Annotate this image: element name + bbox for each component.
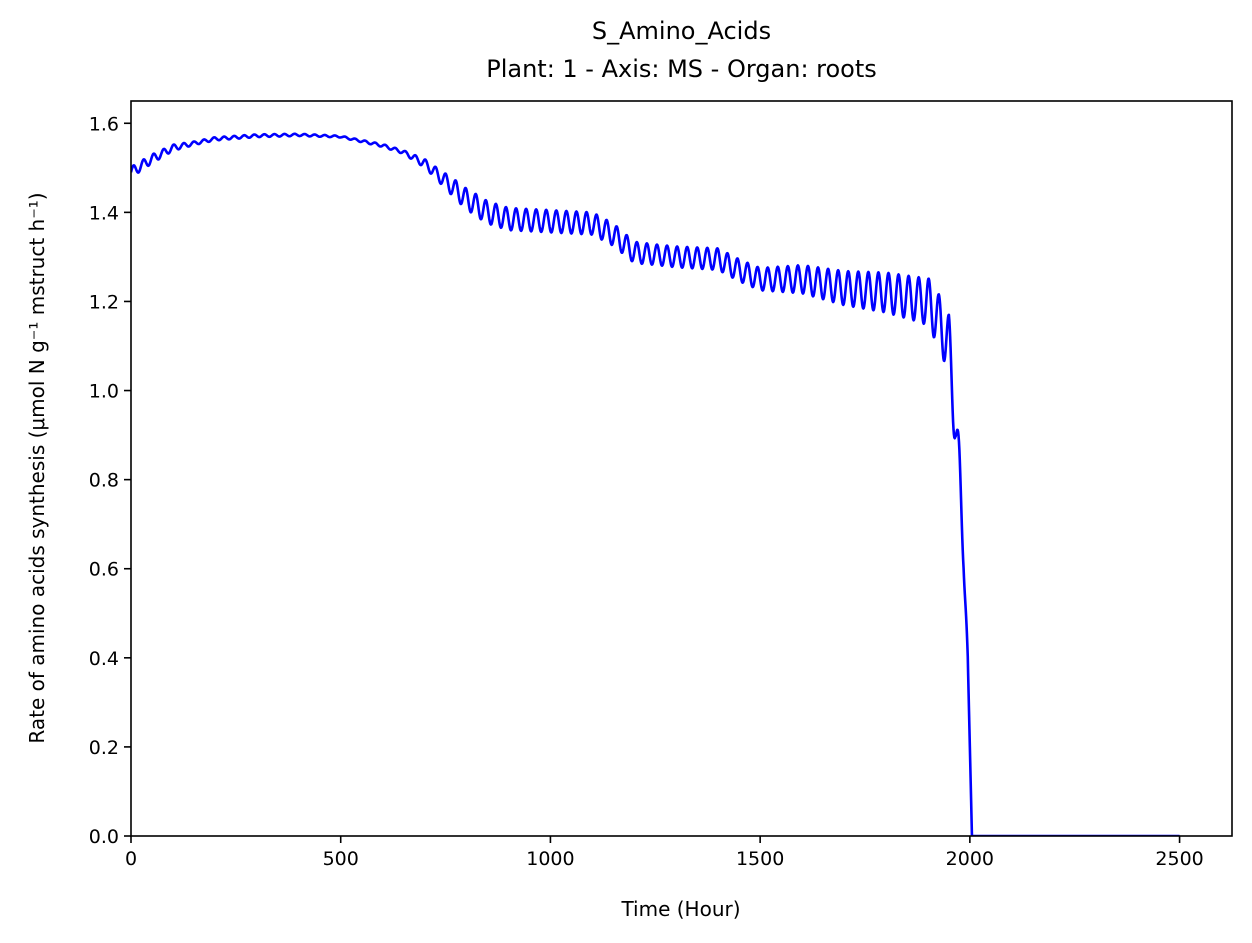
y-tick-label: 1.2: [89, 291, 119, 313]
y-tick-label: 0.2: [89, 737, 119, 759]
y-tick-label: 1.4: [89, 202, 119, 224]
x-axis-label: Time (Hour): [620, 897, 740, 921]
y-axis: 0.0 0.2 0.4 0.6 0.8 1.0 1.2 1.4 1.6: [89, 113, 131, 848]
x-tick-label: 1500: [736, 848, 784, 870]
plot-frame: [130, 100, 1233, 837]
x-tick-label: 2000: [946, 848, 994, 870]
y-axis-label: Rate of amino acids synthesis (μmol N g⁻…: [25, 192, 49, 743]
y-tick-label: 0.6: [89, 559, 119, 581]
y-tick-label: 0.8: [89, 470, 119, 492]
y-tick-label: 0.0: [89, 826, 119, 848]
y-tick-label: 1.0: [89, 381, 119, 403]
chart-subtitle: Plant: 1 - Axis: MS - Organ: roots: [486, 55, 877, 83]
plot-area: [130, 100, 1233, 837]
x-tick-label: 0: [125, 848, 137, 870]
series-line-0: [131, 132, 1181, 836]
x-axis: 0 500 1000 1500 2000 2500: [125, 836, 1204, 870]
x-tick-label: 500: [323, 848, 359, 870]
x-tick-label: 2500: [1155, 848, 1203, 870]
y-tick-label: 1.6: [89, 113, 119, 135]
chart-title: S_Amino_Acids: [591, 17, 772, 45]
x-tick-label: 1000: [526, 848, 574, 870]
y-tick-label: 0.4: [89, 648, 119, 670]
